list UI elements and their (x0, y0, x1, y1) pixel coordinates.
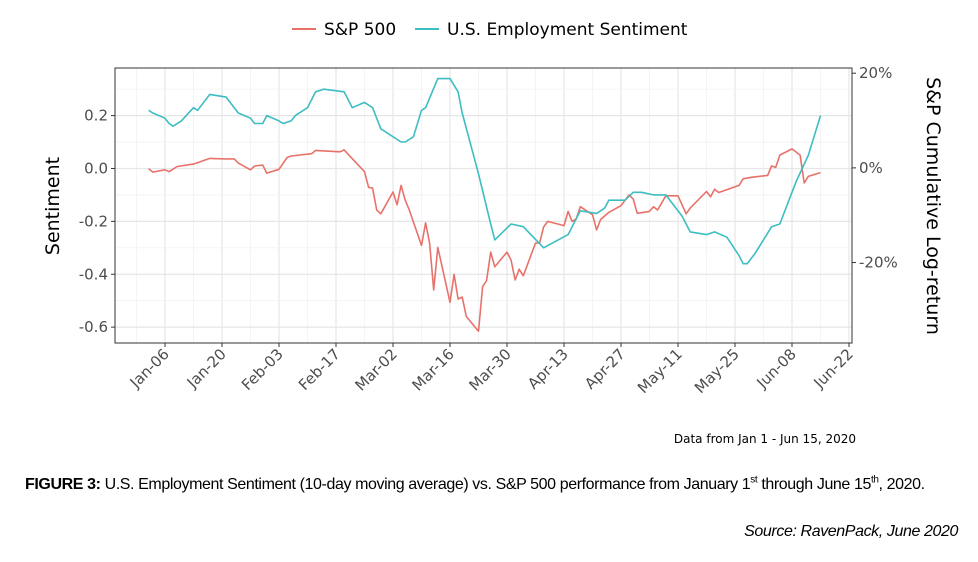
y-right-tick-label: 0% (859, 159, 883, 177)
series-line-sp500 (148, 148, 821, 332)
x-tick-label: Mar-30 (465, 345, 514, 394)
x-tick-label: Feb-17 (295, 345, 344, 394)
y-axis-left: 0.2 0.0 -0.2 -0.4 -0.6 (79, 107, 115, 336)
gridlines (115, 68, 852, 343)
y-tick-label: 0.2 (84, 107, 108, 125)
y-tick-label: -0.4 (79, 265, 108, 283)
y-tick-label: 0.0 (84, 159, 108, 177)
panel-border (114, 67, 853, 344)
series-lines (148, 77, 822, 332)
x-tick-label: Jun-22 (809, 345, 856, 392)
x-tick-label: Apr-13 (524, 345, 572, 393)
x-axis: Jan-06 Jan-20 Feb-03 Feb-17 Mar-02 Mar-16 Mar-… (126, 343, 857, 397)
x-tick-label: Mar-02 (351, 345, 400, 394)
caption-text: through June 15 (757, 476, 871, 493)
x-tick-label: Jan-06 (126, 345, 173, 392)
x-tick-label: Feb-03 (238, 345, 287, 394)
y-tick-label: -0.6 (79, 318, 108, 336)
x-tick-label: Jun-08 (752, 345, 799, 392)
plot-panel (115, 68, 852, 343)
caption-text: , 2020. (878, 476, 926, 493)
data-range-note: Data from Jan 1 - Jun 15, 2020 (674, 432, 856, 446)
caption-sup: th (870, 474, 879, 486)
legend-label-sentiment: U.S. Employment Sentiment (447, 20, 688, 40)
y-axis-right: 20% 0% -20% (852, 64, 898, 272)
caption-label: FIGURE 3: (25, 476, 101, 493)
x-tick-label: May-11 (634, 345, 686, 397)
y-right-tick-label: 20% (859, 64, 892, 82)
legend-label-sp500: S&P 500 (324, 20, 396, 40)
x-tick-label: May-25 (691, 345, 743, 397)
x-tick-label: Jan-20 (183, 345, 230, 392)
x-tick-label: Mar-16 (408, 345, 457, 394)
x-tick-label: Apr-27 (581, 345, 629, 393)
y-axis-right-label: S&P Cumulative Log-return (922, 77, 944, 335)
y-axis-label: Sentiment (42, 157, 64, 255)
series-line-sentiment (148, 77, 822, 265)
legend: S&P 500 U.S. Employment Sentiment (292, 20, 688, 40)
y-tick-label: -0.2 (79, 212, 108, 230)
source-note: Source: RavenPack, June 2020 (744, 523, 958, 540)
caption-sup: st (750, 474, 758, 486)
y-right-tick-label: -20% (859, 254, 898, 272)
figure-caption: FIGURE 3: U.S. Employment Sentiment (10-… (25, 472, 945, 498)
caption-text: U.S. Employment Sentiment (10-day moving… (100, 476, 751, 493)
